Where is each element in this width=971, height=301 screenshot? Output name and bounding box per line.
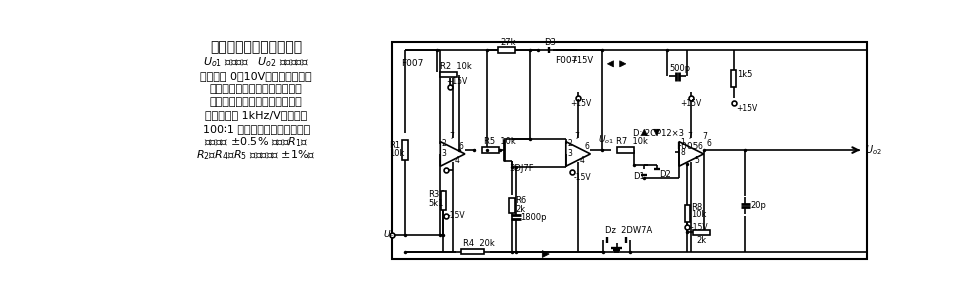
Text: 4: 4 xyxy=(580,156,585,165)
Text: 定性和极好的线性，具有较宽的: 定性和极好的线性，具有较宽的 xyxy=(210,84,303,94)
Polygon shape xyxy=(608,61,614,67)
Text: $U_c$: $U_c$ xyxy=(383,228,394,241)
Bar xyxy=(440,72,457,77)
Text: 1: 1 xyxy=(681,138,686,147)
Text: 2: 2 xyxy=(442,139,447,148)
Text: 5k1: 5k1 xyxy=(428,199,444,208)
Text: R5  10k: R5 10k xyxy=(485,137,516,146)
Text: 2: 2 xyxy=(567,139,572,148)
Text: 的误差在 ±0.5% 之内。$R_1$、: 的误差在 ±0.5% 之内。$R_1$、 xyxy=(204,135,309,148)
Text: +15V: +15V xyxy=(570,56,593,65)
Text: 3: 3 xyxy=(442,149,447,158)
Text: $U_{o1}$: $U_{o1}$ xyxy=(598,134,614,146)
Bar xyxy=(693,230,710,235)
Text: -15V: -15V xyxy=(448,211,466,220)
Text: $U_{o1}$ 为方波，   $U_{o2}$ 为三角波，: $U_{o1}$ 为方波， $U_{o2}$ 为三角波， xyxy=(203,55,310,69)
Polygon shape xyxy=(641,129,648,135)
Text: 输入电压 0～10V，具有很好的稳: 输入电压 0～10V，具有很好的稳 xyxy=(200,71,312,81)
Text: 2k: 2k xyxy=(696,237,707,245)
Text: 500p: 500p xyxy=(670,64,690,73)
Text: 27k: 27k xyxy=(500,38,516,47)
Text: 6: 6 xyxy=(585,142,589,151)
Text: 1800p: 1800p xyxy=(520,213,547,222)
Text: F007: F007 xyxy=(555,56,578,65)
Bar xyxy=(461,249,485,254)
Text: 6: 6 xyxy=(697,142,702,151)
Bar xyxy=(617,147,633,153)
Text: R6: R6 xyxy=(515,196,526,205)
Text: +15V: +15V xyxy=(447,77,468,86)
Text: 10k: 10k xyxy=(389,149,405,158)
Text: -15V: -15V xyxy=(574,173,591,182)
Text: 3DJ7F: 3DJ7F xyxy=(509,164,533,173)
Text: $R_2$、$R_4$、$R_5$ 要求精度为 ±1%。: $R_2$、$R_4$、$R_5$ 要求精度为 ±1%。 xyxy=(196,148,317,162)
Text: D2: D2 xyxy=(659,170,671,179)
Text: 三角波－方波压控振荡器: 三角波－方波压控振荡器 xyxy=(210,41,302,55)
Text: R8: R8 xyxy=(691,203,703,212)
Text: 100∶1 频率范围内，非线性引起: 100∶1 频率范围内，非线性引起 xyxy=(203,123,310,134)
Text: +15V: +15V xyxy=(570,99,591,108)
Text: 1k5: 1k5 xyxy=(737,70,753,79)
Text: R1: R1 xyxy=(389,141,401,150)
Bar xyxy=(498,47,515,53)
Bar xyxy=(482,147,499,153)
Text: 7: 7 xyxy=(574,132,579,141)
Text: D3: D3 xyxy=(544,38,556,47)
Polygon shape xyxy=(542,250,550,257)
Text: 10k: 10k xyxy=(691,210,707,219)
Polygon shape xyxy=(653,129,659,135)
Text: 变换系数为 1kHz/V，电路在: 变换系数为 1kHz/V，电路在 xyxy=(205,110,308,120)
Text: 6: 6 xyxy=(458,142,463,151)
Bar xyxy=(402,141,408,160)
Text: D1: D1 xyxy=(633,172,646,181)
Text: 频率范围。采用图中的元件值，: 频率范围。采用图中的元件值， xyxy=(210,97,303,107)
Bar xyxy=(509,198,515,213)
Text: R3: R3 xyxy=(428,190,439,199)
Text: F005: F005 xyxy=(676,142,698,151)
Text: $U_{o2}$: $U_{o2}$ xyxy=(865,143,883,157)
Text: +15V: +15V xyxy=(681,99,702,108)
Text: 5: 5 xyxy=(694,156,699,165)
Text: D: 2CP12×3: D: 2CP12×3 xyxy=(633,129,684,138)
Bar xyxy=(731,70,736,87)
Text: Dz  2DW7A: Dz 2DW7A xyxy=(605,226,653,235)
Text: R2  10k: R2 10k xyxy=(440,62,471,71)
Text: 20p: 20p xyxy=(751,201,766,210)
Text: 2k: 2k xyxy=(515,205,525,214)
Text: R7  10k: R7 10k xyxy=(616,137,648,146)
Text: 7: 7 xyxy=(702,132,707,141)
Text: F007: F007 xyxy=(401,59,423,67)
Text: 6: 6 xyxy=(707,139,712,148)
Bar xyxy=(685,205,690,222)
Text: 8: 8 xyxy=(681,148,686,157)
Text: 4: 4 xyxy=(454,156,459,165)
Text: +15V: +15V xyxy=(736,104,757,113)
Text: 7: 7 xyxy=(450,132,454,141)
Text: R4  20k: R4 20k xyxy=(463,239,495,248)
Text: 7: 7 xyxy=(687,132,692,141)
Text: 3: 3 xyxy=(567,149,572,158)
Text: -15V: -15V xyxy=(690,222,708,231)
Bar xyxy=(441,191,446,210)
Bar xyxy=(391,42,867,259)
Polygon shape xyxy=(619,61,626,67)
